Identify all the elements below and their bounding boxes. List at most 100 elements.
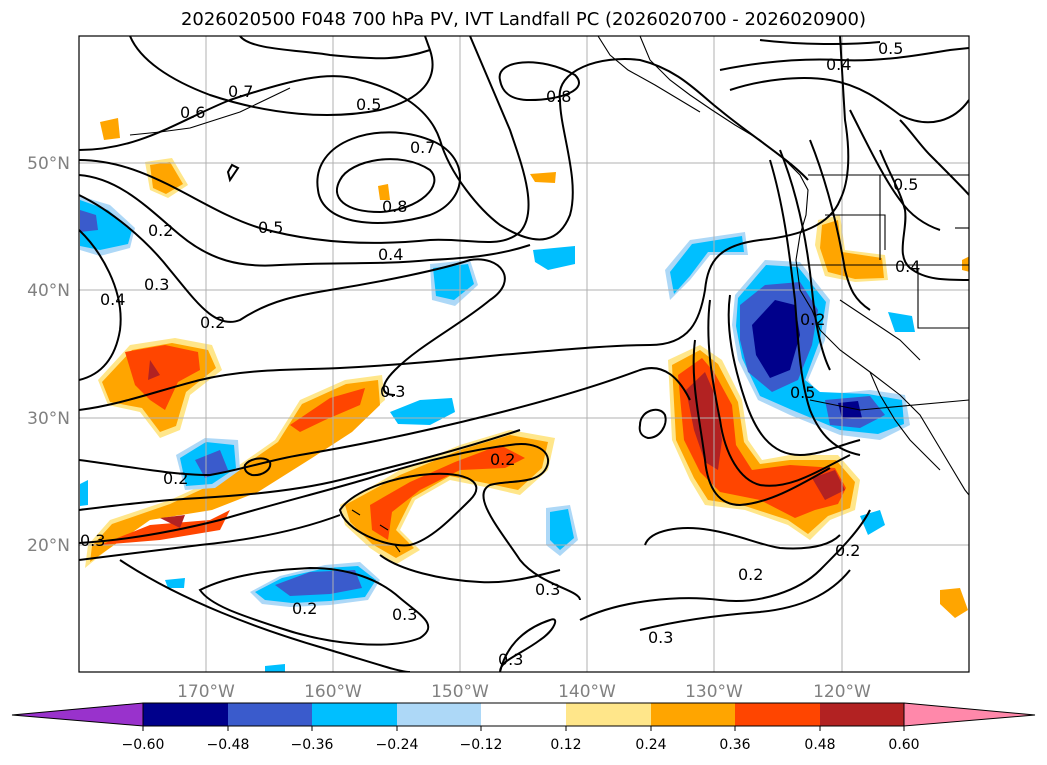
lat-label: 30°N	[27, 409, 70, 429]
colorbar-segment	[312, 703, 397, 726]
pv-contour	[79, 36, 530, 244]
pv-contour	[579, 509, 871, 621]
pv-contour	[644, 527, 841, 550]
pv-contour	[719, 47, 969, 71]
contour-label: 0.4	[826, 55, 851, 74]
colorbar-tick-label: 0.24	[635, 737, 666, 753]
pv-contour	[879, 149, 969, 281]
contour-label: 0.4	[100, 290, 125, 309]
contour-label: 0.2	[200, 313, 225, 332]
lon-label: 150°W	[431, 682, 489, 702]
contour-label: 0.2	[292, 599, 317, 618]
contour-label: 0.5	[258, 218, 283, 237]
pv-contour	[79, 367, 691, 477]
lon-label: 140°W	[558, 682, 616, 702]
baja-coastline	[869, 371, 941, 471]
contour-label: 0.3	[535, 580, 560, 599]
pv-contour	[79, 443, 581, 601]
contour-label: 0.2	[148, 221, 173, 240]
pv-positive-patch	[940, 588, 968, 618]
colorbar-tick-label: 0.60	[888, 737, 919, 753]
contour-label: 0.8	[546, 87, 571, 106]
pv-contour	[79, 36, 850, 411]
colorbar-tick-label: −0.60	[122, 737, 165, 753]
pv-negative-patch	[838, 401, 862, 419]
pv-negative-patch	[433, 264, 474, 300]
contour-label: 0.4	[895, 257, 920, 276]
pv-contour	[638, 408, 667, 440]
contour-label: 0.4	[378, 245, 403, 264]
pv-contour	[707, 299, 851, 487]
coastlines	[129, 36, 969, 553]
pv-contours	[79, 36, 969, 672]
colorbar-segment	[820, 703, 904, 726]
pv-positive-patch	[148, 360, 160, 380]
contour-label: 0.5	[878, 39, 903, 58]
pv-positive-patch	[150, 162, 183, 194]
contour-label: 0.3	[380, 382, 405, 401]
pv-contour	[198, 566, 430, 646]
pv-positive-patch	[160, 515, 185, 528]
pv-negative-patch	[752, 300, 800, 378]
pv-contour	[639, 569, 851, 631]
pv-contour	[129, 36, 434, 116]
pv-negative-patch	[670, 236, 744, 294]
pv-negative-patch	[533, 246, 575, 270]
pv-positive-patch	[812, 470, 845, 500]
contour-label: 0.8	[382, 197, 407, 216]
contour-label: 0.3	[392, 605, 417, 624]
colorbar-segment	[397, 703, 481, 726]
state-border	[825, 214, 886, 250]
map-frame	[78, 35, 970, 673]
colorbar-tick-label: 0.12	[550, 737, 581, 753]
lon-label: 120°W	[813, 682, 871, 702]
state-border	[809, 399, 969, 411]
contour-label: 0.3	[498, 650, 523, 669]
pv-negative-patch	[265, 664, 285, 672]
pv-contour	[79, 429, 521, 511]
contour-label: 0.5	[790, 383, 815, 402]
colorbar-tick-label: −0.12	[460, 737, 503, 753]
contour-label: 0.2	[835, 541, 860, 560]
map-grid	[79, 36, 969, 672]
pv-negative-patch	[80, 480, 88, 506]
pv-contour	[79, 58, 809, 241]
contour-label: 0.7	[228, 82, 253, 101]
colorbar-segment	[228, 703, 312, 726]
contour-label: 0.2	[800, 310, 825, 329]
contour-label: 0.6	[180, 103, 205, 122]
lon-label: 130°W	[685, 682, 743, 702]
pv-contour	[79, 194, 506, 396]
pv-contour	[498, 61, 580, 102]
north-america-coastline	[639, 36, 969, 496]
colorbar-tick-label: 0.36	[719, 737, 750, 753]
pv-contour	[899, 119, 969, 196]
pv-contour	[239, 36, 431, 60]
pv-negative-patch	[195, 450, 228, 478]
pv-positive-patch	[290, 388, 365, 432]
pv-positive-patch	[370, 445, 525, 540]
pv-contour	[379, 554, 561, 584]
pv-contour	[243, 457, 272, 477]
pv-negative-patch	[165, 578, 185, 588]
colorbar-ticks	[142, 726, 905, 731]
pv-negative-patch	[80, 200, 132, 250]
pv-negative-patch	[860, 510, 885, 535]
lon-label: 160°W	[304, 682, 362, 702]
pv-negative-patch	[390, 398, 455, 425]
coastline-detail	[597, 36, 701, 113]
pv-contour	[338, 472, 478, 547]
pv-contour	[79, 229, 122, 381]
hawaii-islands	[351, 509, 401, 553]
pv-contour	[335, 158, 436, 214]
pv-contour	[769, 159, 861, 456]
lat-label: 50°N	[27, 154, 70, 174]
contour-label: 0.5	[356, 95, 381, 114]
pv-contour	[692, 339, 831, 507]
pv-contour	[729, 77, 969, 124]
colorbar-segment	[735, 703, 820, 726]
colorbar: −0.60 −0.48 −0.36 −0.24 −0.12 0.12 0.24 …	[11, 702, 1036, 753]
colorbar-segment	[651, 703, 735, 726]
colorbar-segment	[143, 703, 228, 726]
